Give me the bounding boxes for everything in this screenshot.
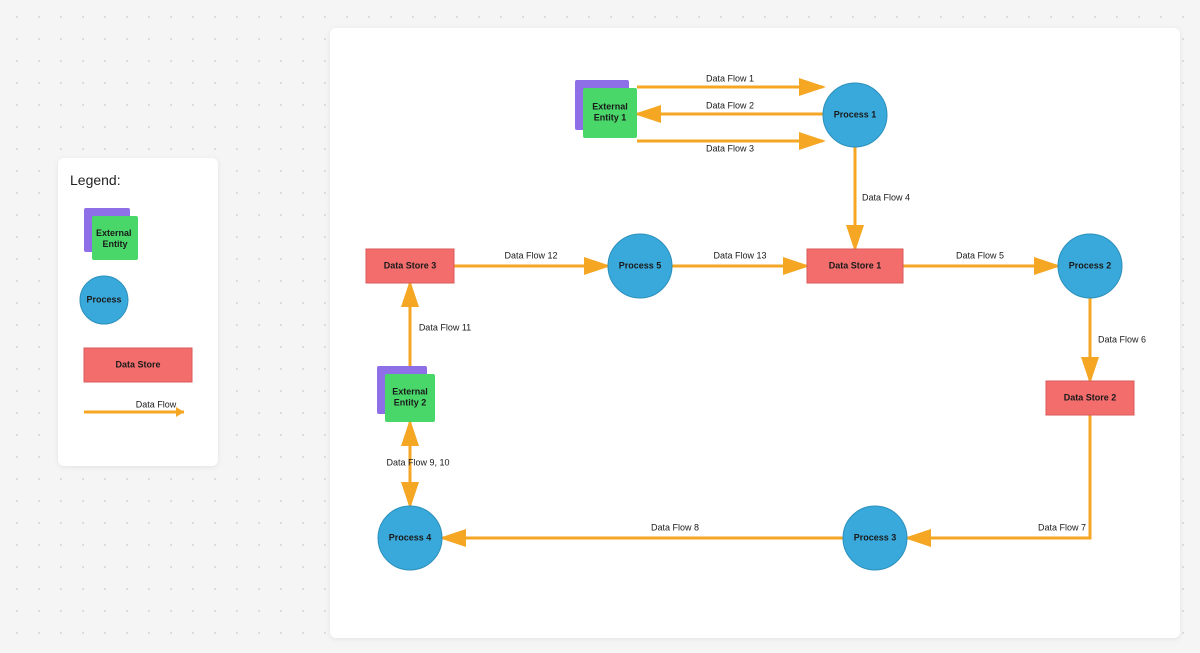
svg-text:Data Flow 3: Data Flow 3	[706, 143, 754, 153]
svg-text:Data Flow 11: Data Flow 11	[419, 322, 471, 332]
node-ds2[interactable]: Data Store 2	[1046, 381, 1134, 415]
svg-text:ExternalEntity 2: ExternalEntity 2	[392, 387, 428, 408]
svg-text:Process 5: Process 5	[619, 260, 662, 270]
svg-text:Data Flow 13: Data Flow 13	[713, 250, 766, 260]
edge-f9: Data Flow 9, 10	[386, 422, 449, 506]
node-p1[interactable]: Process 1	[823, 83, 887, 147]
svg-text:Data Flow 5: Data Flow 5	[956, 250, 1004, 260]
legend-panel: Legend: External Entity Process Data Sto…	[58, 158, 218, 466]
node-p2[interactable]: Process 2	[1058, 234, 1122, 298]
arrow-head	[176, 407, 184, 417]
svg-text:Data Flow 4: Data Flow 4	[862, 192, 910, 202]
edge-f6: Data Flow 6	[1090, 298, 1146, 381]
edge-f3: Data Flow 3	[637, 141, 823, 153]
legend-process-label: Process	[86, 294, 121, 304]
legend-title: Legend:	[70, 172, 206, 188]
svg-text:Process 3: Process 3	[854, 532, 897, 542]
node-p3[interactable]: Process 3	[843, 506, 907, 570]
node-ee1[interactable]: ExternalEntity 1	[575, 80, 637, 138]
svg-text:Data Flow 1: Data Flow 1	[706, 73, 754, 83]
edge-f8: Data Flow 8	[442, 522, 843, 538]
legend-entity: External Entity	[84, 208, 138, 260]
svg-text:ExternalEntity 1: ExternalEntity 1	[592, 102, 628, 123]
edge-f4: Data Flow 4	[855, 147, 910, 249]
legend-flow-label: Data Flow	[136, 399, 177, 409]
edge-f12: Data Flow 12	[454, 250, 608, 266]
diagram-canvas: Data Flow 1 Data Flow 2 Data Flow 3 Data Fl…	[330, 28, 1180, 638]
legend-svg: External Entity Process Data Store Data …	[70, 198, 206, 468]
legend-datastore-label: Data Store	[115, 359, 160, 369]
edge-f2: Data Flow 2	[637, 100, 823, 114]
svg-text:Data Flow 2: Data Flow 2	[706, 100, 754, 110]
edge-f5: Data Flow 5	[903, 250, 1058, 266]
svg-text:Data Flow 12: Data Flow 12	[504, 250, 557, 260]
node-p5[interactable]: Process 5	[608, 234, 672, 298]
svg-text:Process 1: Process 1	[834, 109, 877, 119]
edge-f1: Data Flow 1	[637, 73, 823, 87]
svg-text:Data Store 2: Data Store 2	[1064, 392, 1117, 402]
edge-f13: Data Flow 13	[672, 250, 807, 266]
edge-f11: Data Flow 11	[410, 283, 471, 374]
edge-f7: Data Flow 7	[907, 415, 1090, 538]
legend-datastore: Data Store	[84, 348, 192, 382]
nodes-layer: ExternalEntity 1 Process 1 Data Store 3 Pro…	[366, 80, 1134, 570]
svg-text:Data Flow 8: Data Flow 8	[651, 522, 699, 532]
svg-text:Data Store 1: Data Store 1	[829, 260, 882, 270]
svg-text:Data Store 3: Data Store 3	[384, 260, 437, 270]
node-ds1[interactable]: Data Store 1	[807, 249, 903, 283]
svg-text:Data Flow 9, 10: Data Flow 9, 10	[386, 457, 449, 467]
node-ds3[interactable]: Data Store 3	[366, 249, 454, 283]
svg-text:Data Flow 7: Data Flow 7	[1038, 522, 1086, 532]
node-ee2[interactable]: ExternalEntity 2	[377, 366, 435, 422]
svg-text:Process 4: Process 4	[389, 532, 432, 542]
svg-text:Process 2: Process 2	[1069, 260, 1112, 270]
edges-layer: Data Flow 1 Data Flow 2 Data Flow 3 Data Fl…	[386, 73, 1146, 538]
legend-process: Process	[80, 276, 128, 324]
node-p4[interactable]: Process 4	[378, 506, 442, 570]
svg-text:Data Flow 6: Data Flow 6	[1098, 334, 1146, 344]
diagram-svg: Data Flow 1 Data Flow 2 Data Flow 3 Data Fl…	[330, 28, 1180, 638]
legend-flow: Data Flow	[84, 399, 184, 417]
